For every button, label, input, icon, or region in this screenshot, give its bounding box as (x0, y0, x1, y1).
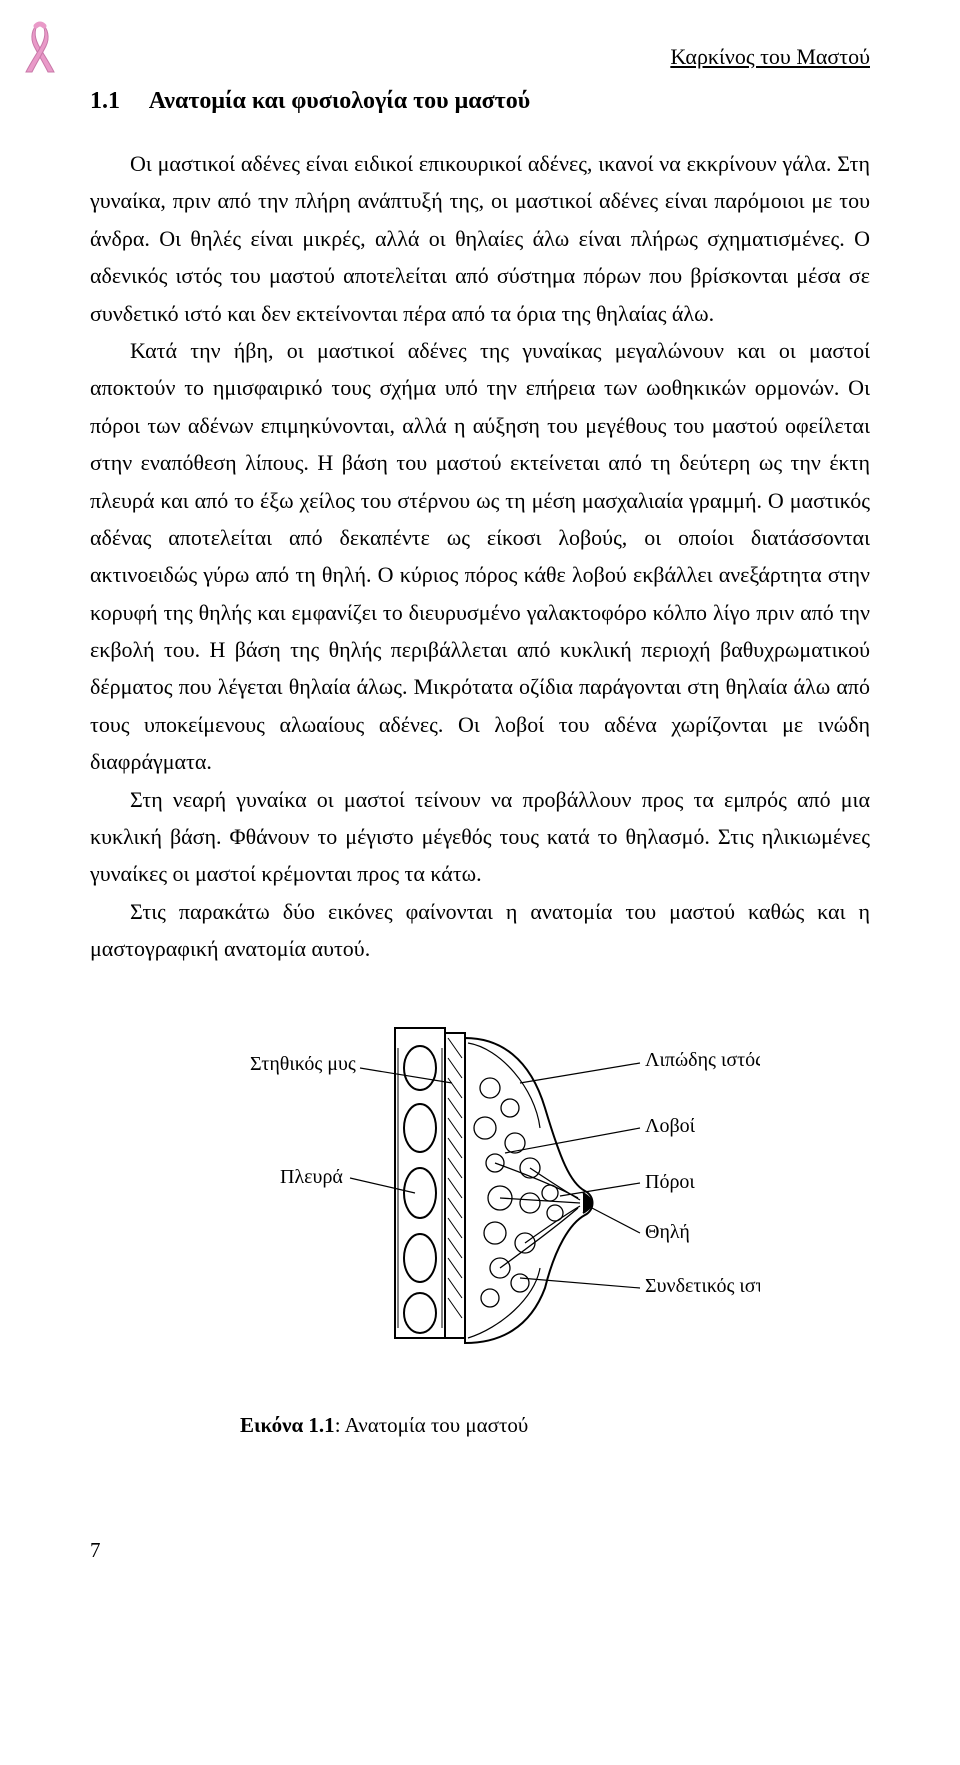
label-rib: Πλευρά (280, 1166, 343, 1188)
caption-text: : Ανατομία του μαστού (335, 1413, 529, 1437)
label-nipple: Θηλή (645, 1221, 690, 1243)
page-number: 7 (90, 1538, 870, 1563)
anatomy-diagram-svg: Στηθικός μυς Πλευρά Λιπώδης ιστός Λοβοί … (200, 998, 760, 1378)
ribbon-icon (20, 20, 60, 79)
label-pectoral-muscle: Στηθικός μυς (250, 1053, 356, 1075)
document-page: Καρκίνος του Μαστού 1.1 Ανατομία και φυσ… (0, 0, 960, 1603)
section-number: 1.1 (90, 88, 144, 115)
label-adipose-tissue: Λιπώδης ιστός (645, 1049, 760, 1071)
paragraph-1: Οι μαστικοί αδένες είναι ειδικοί επικουρ… (90, 145, 870, 332)
figure-anatomy: Στηθικός μυς Πλευρά Λιπώδης ιστός Λοβοί … (90, 998, 870, 1438)
label-lobes: Λοβοί (645, 1115, 696, 1137)
section-title: Ανατομία και φυσιολογία του μαστού (149, 88, 531, 114)
caption-bold: Εικόνα 1.1 (240, 1413, 335, 1437)
paragraph-4: Στις παρακάτω δύο εικόνες φαίνονται η αν… (90, 893, 870, 968)
figure-caption: Εικόνα 1.1: Ανατομία του μαστού (240, 1413, 870, 1438)
running-header: Καρκίνος του Μαστού (670, 44, 870, 70)
paragraph-2: Κατά την ήβη, οι μαστικοί αδένες της γυν… (90, 332, 870, 781)
paragraph-3: Στη νεαρή γυναίκα οι μαστοί τείνουν να π… (90, 781, 870, 893)
section-heading: 1.1 Ανατομία και φυσιολογία του μαστού (90, 88, 870, 115)
label-connective-tissue: Συνδετικός ιστός (645, 1275, 760, 1297)
label-ducts: Πόροι (645, 1171, 695, 1193)
